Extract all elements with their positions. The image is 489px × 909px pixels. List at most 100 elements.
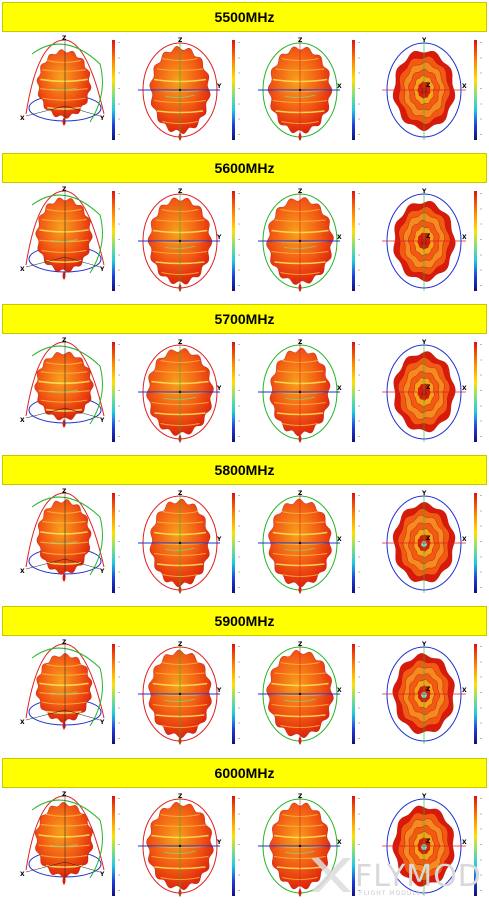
svg-text:•: • [358,555,360,559]
svg-text:•: • [118,192,120,196]
iso-red-orbit [25,643,105,719]
svg-text:•: • [358,192,360,196]
front-horizontal-axis-label: Y [216,385,222,392]
svg-text:•: • [238,404,240,408]
color-scale-bar [352,342,355,442]
svg-text:•: • [358,797,360,801]
svg-text:•: • [358,87,360,91]
side-view-plot: Z X • • • • • • • [244,790,366,908]
svg-text:•: • [480,133,482,137]
svg-text:•: • [480,56,482,60]
side-horizontal-axis-label: X [337,839,342,846]
svg-text:•: • [358,284,360,288]
svg-text:•: • [358,56,360,60]
iso-red-orbit [25,190,105,266]
iso-x-axis-label: X [20,115,25,122]
color-scale-bar [352,40,355,140]
svg-text:•: • [118,420,120,424]
svg-text:•: • [238,133,240,137]
svg-text:•: • [358,494,360,498]
svg-text:•: • [358,404,360,408]
color-scale-bar [474,796,477,896]
color-scale-bar [112,342,115,442]
svg-text:•: • [358,586,360,590]
top-view-plot: Y X Z • • • • • • • [366,790,488,908]
svg-text:•: • [118,389,120,393]
front-view-plot: Z Y • • • • • • • [124,790,246,908]
svg-text:•: • [238,525,240,529]
svg-text:•: • [118,207,120,211]
iso-z-axis-label: Z [62,337,67,344]
color-scale-bar [474,493,477,593]
svg-text:•: • [480,645,482,649]
svg-text:•: • [238,41,240,45]
front-horizontal-axis-label: Y [216,83,222,90]
top-y-axis-label: Y [421,339,427,346]
svg-text:•: • [238,343,240,347]
svg-text:•: • [118,586,120,590]
svg-text:•: • [238,207,240,211]
svg-text:•: • [118,737,120,741]
iso-y-axis-label: Y [99,266,105,273]
svg-text:•: • [118,253,120,257]
svg-text:•: • [118,358,120,362]
svg-text:•: • [118,843,120,847]
color-scale-bar [352,191,355,291]
svg-text:•: • [238,843,240,847]
svg-text:•: • [118,676,120,680]
top-z-axis-label: Z [426,535,431,542]
svg-text:•: • [118,797,120,801]
color-scale-bar [112,644,115,744]
iso-green-orbit [31,194,103,274]
svg-text:•: • [238,358,240,362]
top-x-axis-label: X [462,536,467,543]
svg-text:•: • [358,812,360,816]
side-view-plot: Z X • • • • • • • [244,336,366,454]
side-vertical-axis-label: Z [298,793,303,800]
svg-text:•: • [480,374,482,378]
top-radiation-pattern [392,653,455,734]
side-vertical-axis-label: Z [298,339,303,346]
front-view-plot: Z Y • • • • • • • [124,34,246,152]
svg-text:•: • [480,737,482,741]
iso-green-orbit [31,345,103,425]
svg-text:•: • [358,133,360,137]
iso-view-plot: Z X Y • • • • • • • [4,790,126,908]
front-vertical-axis-label: Z [178,188,183,195]
svg-text:•: • [480,812,482,816]
iso-y-axis-label: Y [99,115,105,122]
svg-text:•: • [238,72,240,76]
svg-text:•: • [358,435,360,439]
front-vertical-axis-label: Z [178,37,183,44]
color-scale-bar [112,191,115,291]
svg-text:•: • [480,509,482,513]
svg-text:•: • [358,389,360,393]
svg-text:•: • [238,509,240,513]
pattern-views-row: Z X Y • • • • • • • Z Y • • • • • • • Z X • • • • • • • Y X Z • • • • • • • [0,790,489,908]
svg-text:•: • [358,843,360,847]
svg-text:•: • [358,374,360,378]
svg-text:•: • [480,540,482,544]
front-vertical-axis-label: Z [178,641,183,648]
front-view-plot: Z Y • • • • • • • [124,638,246,756]
side-horizontal-axis-label: X [337,234,342,241]
frequency-band: 5800MHz Z X Y • • • • • • • Z Y • • • • • • • Z X • • • • • • • Y X Z • •… [0,455,489,606]
svg-text:•: • [238,571,240,575]
svg-text:•: • [358,420,360,424]
svg-text:•: • [480,571,482,575]
top-z-axis-label: Z [426,233,431,240]
svg-text:•: • [480,525,482,529]
svg-text:•: • [118,435,120,439]
svg-text:•: • [118,72,120,76]
svg-text:•: • [480,828,482,832]
svg-text:•: • [118,812,120,816]
svg-text:•: • [480,253,482,257]
svg-text:•: • [238,269,240,273]
svg-text:•: • [358,828,360,832]
top-y-axis-label: Y [421,188,427,195]
svg-text:•: • [238,102,240,106]
svg-text:•: • [358,102,360,106]
top-y-axis-label: Y [421,641,427,648]
svg-text:•: • [238,812,240,816]
top-view-plot: Y X Z • • • • • • • [366,487,488,605]
